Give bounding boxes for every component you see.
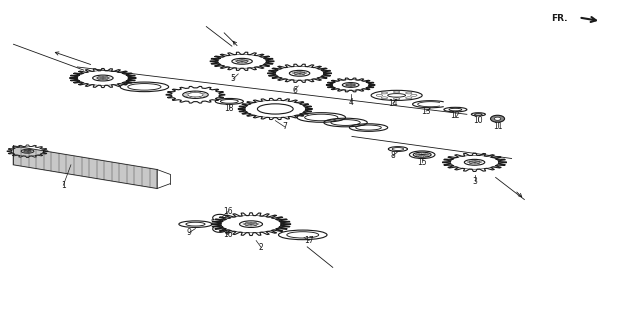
Ellipse shape [494, 117, 500, 120]
Polygon shape [13, 146, 157, 189]
Text: 13: 13 [421, 107, 431, 116]
Text: 9: 9 [187, 228, 191, 237]
Text: 14: 14 [388, 99, 397, 108]
Text: 8: 8 [390, 152, 395, 160]
Text: 16: 16 [223, 230, 233, 239]
Text: 4: 4 [348, 98, 353, 107]
Text: 7: 7 [282, 122, 287, 132]
Text: 17: 17 [305, 236, 314, 245]
Text: 6: 6 [292, 86, 297, 95]
Text: 2: 2 [259, 243, 264, 252]
Text: 1: 1 [61, 181, 66, 190]
Text: 15: 15 [417, 158, 427, 167]
Text: FR.: FR. [551, 14, 568, 23]
Text: 12: 12 [451, 111, 460, 120]
Text: 5: 5 [230, 74, 236, 83]
Text: 18: 18 [225, 104, 234, 113]
Ellipse shape [490, 115, 504, 122]
Text: 16: 16 [223, 207, 233, 216]
Text: 10: 10 [474, 116, 483, 125]
Text: 3: 3 [472, 177, 477, 186]
Text: 11: 11 [493, 122, 502, 132]
